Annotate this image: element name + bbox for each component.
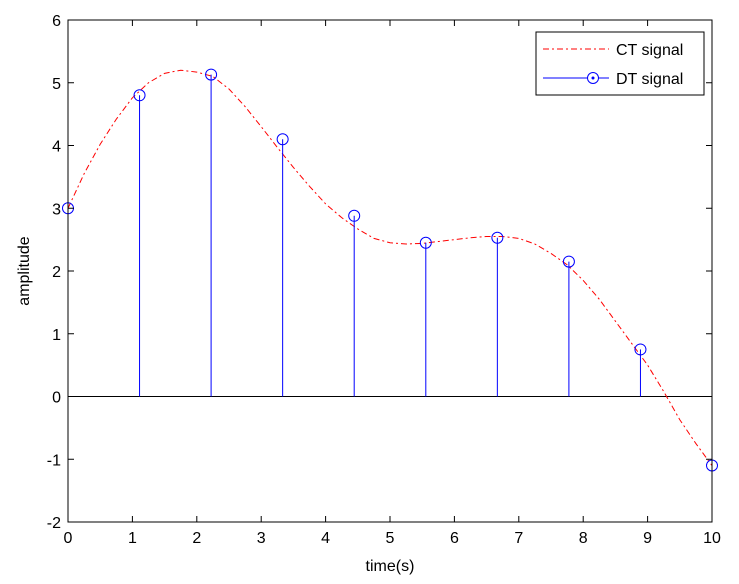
- x-tick-label: 5: [386, 530, 395, 547]
- y-tick-label: 3: [52, 201, 61, 218]
- x-tick-label: 9: [643, 530, 652, 547]
- x-tick-label: 7: [514, 530, 523, 547]
- legend-dt-label: DT signal: [616, 71, 683, 88]
- x-axis-label: time(s): [366, 558, 415, 575]
- x-tick-label: 3: [257, 530, 266, 547]
- legend-ct-label: CT signal: [616, 42, 683, 59]
- legend-box: [535, 31, 705, 96]
- x-tick-label: 1: [128, 530, 137, 547]
- x-tick-label: 4: [321, 530, 330, 547]
- y-axis-label: amplitude: [16, 236, 33, 305]
- dt-marker: [133, 89, 146, 102]
- y-tick-label: 1: [52, 327, 61, 344]
- dt-marker: [491, 231, 504, 244]
- plot-area: [68, 20, 712, 522]
- ct-signal-line: [67, 69, 713, 466]
- dt-marker: [419, 236, 432, 249]
- x-tick-label: 0: [64, 530, 73, 547]
- dt-marker: [562, 255, 575, 268]
- dt-marker: [348, 209, 361, 222]
- y-tick-label: 2: [52, 264, 61, 281]
- y-tick-label: -1: [47, 452, 61, 469]
- marks-layer: [62, 68, 718, 472]
- x-tick-label: 6: [450, 530, 459, 547]
- y-tick-label: -2: [47, 515, 61, 532]
- y-tick-label: 6: [52, 13, 61, 30]
- x-tick-label: 10: [703, 530, 721, 547]
- y-tick-label: 4: [52, 139, 61, 156]
- dt-marker: [205, 68, 218, 81]
- dt-marker: [276, 133, 289, 146]
- legend: CT signal DT signal: [535, 31, 705, 96]
- legend-dt-marker-dot: [591, 76, 595, 80]
- y-tick-label: 0: [52, 390, 61, 407]
- ticks-layer: 0 1 2 3 4 5 6 7 8 9 10 -2 -1 0 1 2 3 4 5 6: [47, 13, 721, 547]
- y-tick-label: 5: [52, 76, 61, 93]
- x-tick-label: 2: [192, 530, 201, 547]
- x-tick-label: 8: [579, 530, 588, 547]
- dt-marker: [634, 343, 647, 356]
